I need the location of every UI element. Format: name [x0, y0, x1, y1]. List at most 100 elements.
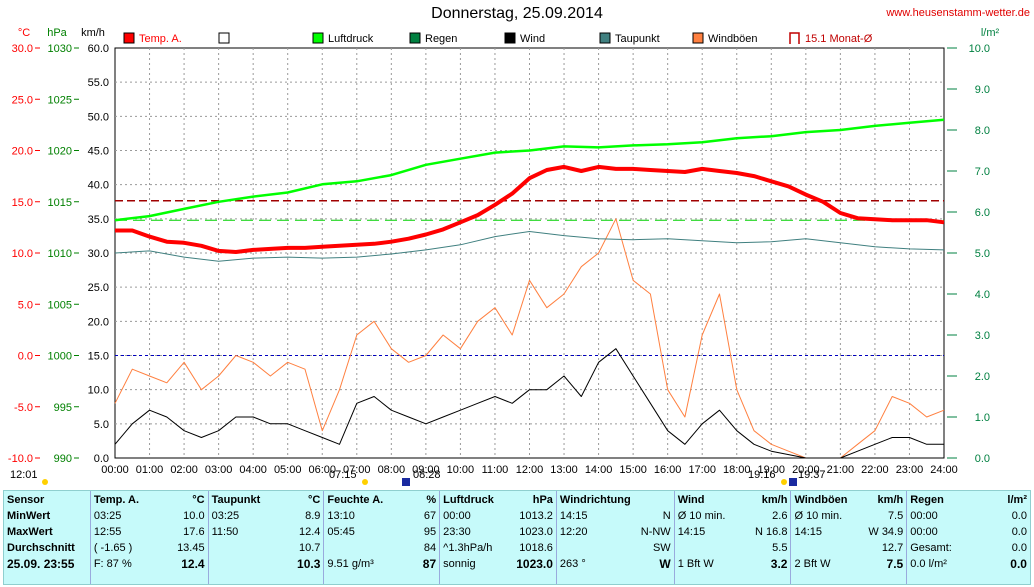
- wind-tick-label: 20.0: [88, 316, 109, 328]
- rain-tick-label: 10.0: [969, 43, 990, 55]
- sun-icon: [362, 479, 368, 485]
- stats-cell: W 34.9: [868, 526, 904, 538]
- x-tick-label: 22:00: [861, 464, 889, 476]
- temp-tick-label: -5.0: [14, 402, 33, 414]
- x-tick-label: 23:00: [896, 464, 924, 476]
- pressure-unit-label: hPa: [47, 27, 67, 39]
- stats-column: Feuchte A.% 13:10 67 05:45 95 84 9.51 g/m³ 87: [324, 491, 441, 584]
- wind-unit-label: km/h: [81, 27, 105, 39]
- wind-tick-label: 50.0: [88, 111, 109, 123]
- pressure-tick-label: 1000: [48, 351, 72, 363]
- stats-row: 14:15 N: [560, 508, 671, 524]
- stats-cell: 263 °: [559, 558, 586, 570]
- marker-left-time: 12:01: [10, 469, 38, 481]
- pressure-tick-label: 995: [54, 402, 72, 414]
- x-tick-label: 08:00: [378, 464, 406, 476]
- temp-tick-label: 30.0: [12, 43, 33, 55]
- wind-tick-label: 45.0: [88, 146, 109, 158]
- x-tick-label: 05:00: [274, 464, 302, 476]
- x-tick-label: 02:00: [170, 464, 198, 476]
- temp-tick-label: 10.0: [12, 248, 33, 260]
- series-line-taupunkt: [114, 231, 945, 262]
- temp-tick-label: 20.0: [12, 146, 33, 158]
- pressure-tick-label: 1030: [48, 43, 72, 55]
- pressure-tick-label: 1010: [48, 248, 72, 260]
- x-tick-label: 00:00: [101, 464, 129, 476]
- wind-tick-label: 60.0: [88, 43, 109, 55]
- stats-row: 03:25 10.0: [94, 508, 205, 524]
- wind-tick-label: 10.0: [88, 385, 109, 397]
- stats-cell: N-NW: [640, 526, 671, 538]
- stats-row: 2 Bft W 7.5: [794, 556, 903, 572]
- stats-cell: 10.0: [183, 510, 205, 522]
- stats-cell: N: [662, 510, 671, 522]
- x-tick-label: 18:00: [723, 464, 751, 476]
- stats-cell: 0.0: [1011, 542, 1027, 554]
- stats-header-cell: km/h: [761, 494, 788, 506]
- stats-header-cell: °C: [192, 494, 205, 506]
- stats-cell: ( -1.65 ): [93, 542, 133, 554]
- site-link[interactable]: www.heusenstamm-wetter.de: [886, 7, 1030, 19]
- legend-swatch: [218, 32, 230, 44]
- stats-cell: 67: [423, 510, 437, 522]
- stats-cell: 1018.6: [519, 542, 553, 554]
- stats-row: 263 ° W: [560, 556, 671, 572]
- stats-row: 25.09. 23:55: [7, 556, 87, 572]
- stats-row: sonnig 1023.0: [443, 556, 553, 572]
- legend-swatch: [504, 32, 516, 44]
- stats-cell: F: 87 %: [93, 558, 132, 570]
- x-tick-label: 09:00: [412, 464, 440, 476]
- stats-cell: 14:15: [559, 510, 588, 522]
- stats-cell: 13.45: [177, 542, 205, 554]
- series-line-luftdruck: [114, 118, 945, 222]
- x-tick-label: 06:00: [308, 464, 336, 476]
- wind-tick-label: 25.0: [88, 282, 109, 294]
- rain-unit-label: l/m²: [981, 27, 1000, 39]
- stats-cell: 1023.0: [519, 526, 553, 538]
- stats-header-cell: %: [426, 494, 437, 506]
- x-tick-label: 13:00: [550, 464, 578, 476]
- legend-swatch: [312, 32, 324, 44]
- legend-swatch: [692, 32, 704, 44]
- rain-tick-label: 3.0: [975, 330, 990, 342]
- stats-header-cell: Luftdruck: [443, 494, 494, 506]
- stats-cell: ^1.3hPa/h: [443, 542, 493, 554]
- x-tick-label: 21:00: [827, 464, 855, 476]
- stats-row: F: 87 % 12.4: [94, 556, 205, 572]
- marker-sunrise: 07:15: [329, 469, 357, 481]
- stats-row: 14:15 N 16.8: [678, 524, 788, 540]
- x-tick-label: 16:00: [654, 464, 682, 476]
- stats-cell: MaxWert: [7, 526, 53, 538]
- stats-row: MaxWert: [7, 524, 87, 540]
- stats-cell: 00:00: [910, 510, 938, 522]
- stats-cell: 2.6: [772, 510, 788, 522]
- marker-event-2: 19:37: [798, 469, 826, 481]
- stats-cell: 17.6: [183, 526, 205, 538]
- stats-column: Luftdruck hPa 00:00 1013.2 23:30 1023.0 ^1.3hP…: [440, 491, 557, 584]
- stats-header-cell: °C: [308, 494, 321, 506]
- rain-tick-label: 5.0: [975, 248, 990, 260]
- stats-header-cell: Temp. A.: [93, 494, 140, 506]
- stats-row: 00:00 0.0: [910, 508, 1027, 524]
- stats-cell: 05:45: [327, 526, 355, 538]
- temp-tick-label: 25.0: [12, 94, 33, 106]
- rain-tick-label: 9.0: [975, 84, 990, 96]
- stats-cell: 23:30: [443, 526, 471, 538]
- series-line-wind: [114, 348, 944, 459]
- stats-cell: 1023.0: [516, 557, 553, 571]
- stats-row: 84: [327, 540, 436, 556]
- stats-cell: Ø 10 min.: [794, 510, 843, 522]
- stats-cell: 11:50: [211, 526, 239, 538]
- stats-header-cell: l/m²: [1007, 494, 1027, 506]
- stats-header-cell: Regen: [910, 494, 944, 506]
- stats-cell: 25.09. 23:55: [7, 557, 75, 571]
- stats-header-cell: Sensor: [7, 494, 45, 506]
- wind-tick-label: 40.0: [88, 180, 109, 192]
- stats-column: Sensor MinWert MaxWert Durchschnitt 25.09. 2…: [4, 491, 91, 584]
- rain-tick-label: 6.0: [975, 207, 990, 219]
- stats-row: Ø 10 min. 2.6: [678, 508, 788, 524]
- x-tick-label: 10:00: [447, 464, 475, 476]
- stats-column: Wind km/h Ø 10 min. 2.6 14:15 N 16.8 5.5 1 Bft …: [675, 491, 792, 584]
- x-tick-label: 12:00: [516, 464, 544, 476]
- legend-label: Luftdruck: [328, 33, 374, 45]
